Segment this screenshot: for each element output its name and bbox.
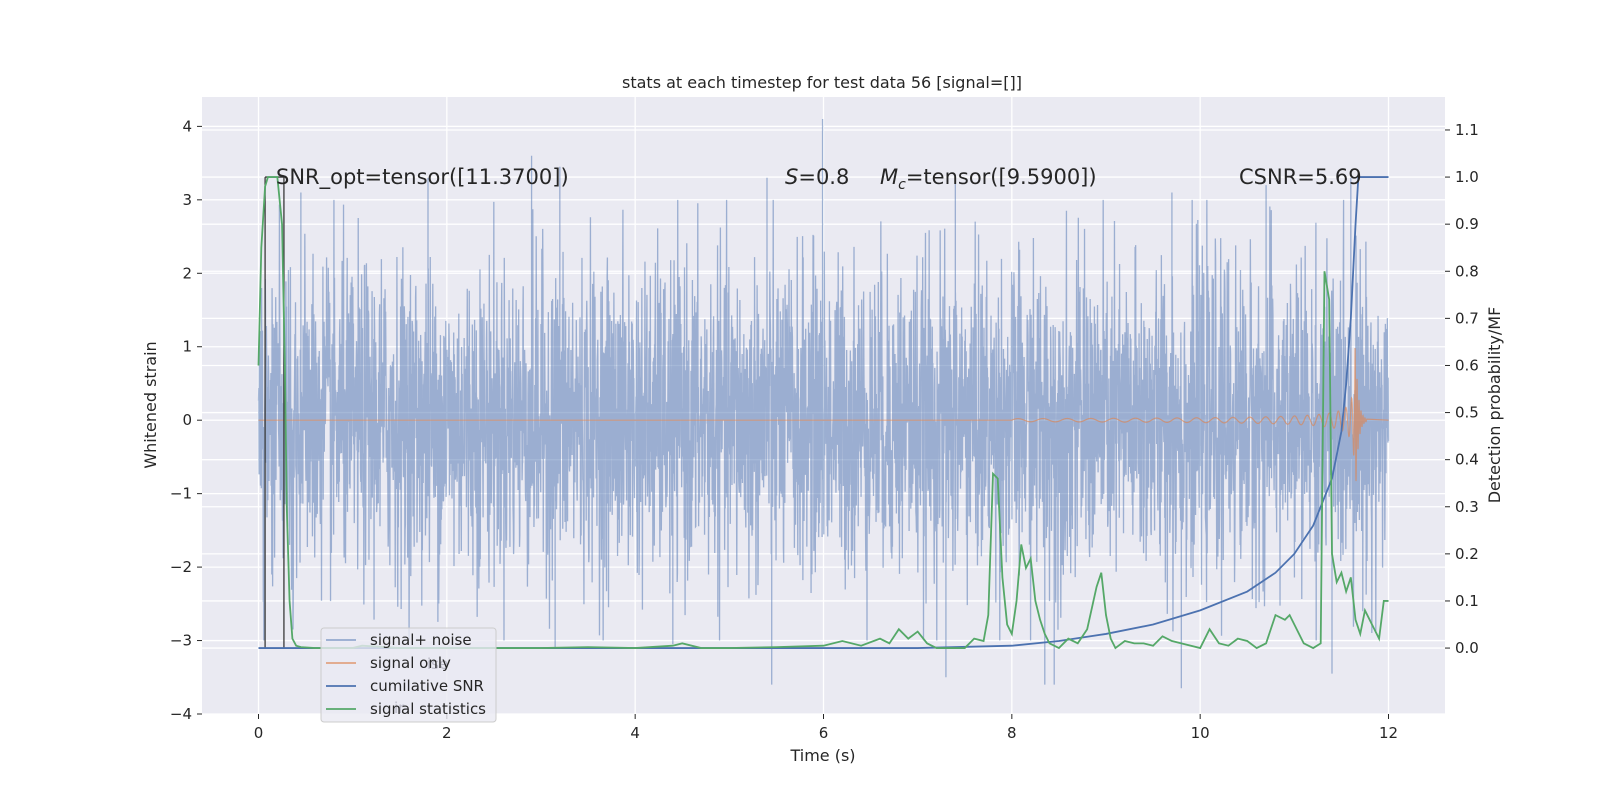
cumulative-snr-series <box>258 176 1389 649</box>
y-right-tick-label: 0.3 <box>1455 498 1479 516</box>
y-right-tick-label: 0.7 <box>1455 309 1479 327</box>
chart-title: stats at each timestep for test data 56 … <box>622 73 1022 92</box>
annotation-mc-sub: c <box>898 177 906 193</box>
y-right-tick-label: 0.8 <box>1455 262 1479 280</box>
y-left-tick-label: 4 <box>182 117 192 135</box>
x-tick-label: 2 <box>442 724 452 742</box>
y-axis-left-ticks: 4 3 2 1 0 −1 −2 −3 −4 <box>170 117 202 723</box>
annotation-csnr: CSNR=5.69 <box>1239 165 1362 189</box>
y-axis-right-label: Detection probability/MF <box>1485 307 1504 504</box>
y-right-tick-label: 0.4 <box>1455 451 1479 469</box>
annotation-s-label: S <box>785 165 798 189</box>
signal-only-line <box>258 347 1389 482</box>
y-right-tick-label: 0.1 <box>1455 592 1479 610</box>
annotation-s: S=0.8 <box>785 165 849 189</box>
x-tick-label: 12 <box>1379 724 1398 742</box>
legend-ghost-label-1: ise <box>427 655 448 673</box>
y-left-tick-label: 0 <box>182 411 192 429</box>
y-right-tick-label: 0.2 <box>1455 545 1479 563</box>
y-axis-right-ticks: 1.1 1.0 0.9 0.8 0.7 0.6 0.5 0.4 0.3 0.2 0.1 0.0 <box>1445 121 1479 657</box>
y-right-tick-label: 0.5 <box>1455 404 1479 422</box>
x-tick-label: 8 <box>1007 724 1017 742</box>
x-tick-label: 10 <box>1191 724 1210 742</box>
x-axis-ticks: 0 2 4 6 8 10 12 <box>254 714 1398 742</box>
y-left-tick-label: 3 <box>182 191 192 209</box>
x-tick-label: 4 <box>630 724 640 742</box>
annotation-mc: Mc=tensor([9.5900]) <box>880 165 1097 193</box>
y-left-tick-label: −4 <box>170 705 192 723</box>
annotation-mc-label: M <box>880 165 898 189</box>
legend: ise ir signal+ noise signal only cumilat… <box>320 627 497 723</box>
annotation-s-value: =0.8 <box>798 165 849 189</box>
y-right-tick-label: 0.6 <box>1455 356 1479 374</box>
y-left-tick-label: 2 <box>182 264 192 282</box>
signal-only-series <box>258 347 1389 482</box>
legend-label-signal-only: signal only <box>370 654 451 672</box>
y-right-tick-label: 0.9 <box>1455 215 1479 233</box>
y-left-tick-label: −1 <box>170 485 192 503</box>
y-right-tick-label: 0.0 <box>1455 639 1479 657</box>
y-left-tick-label: −3 <box>170 632 192 650</box>
legend-frame <box>320 627 497 723</box>
y-left-tick-label: 1 <box>182 338 192 356</box>
y-right-tick-label: 1.0 <box>1455 168 1479 186</box>
legend-label-cumulative-snr: cumilative SNR <box>370 677 484 695</box>
y-axis-left-label: Whitened strain <box>141 341 160 468</box>
x-axis-label: Time (s) <box>789 746 855 765</box>
legend-label-signal-statistics: signal statistics <box>370 700 486 718</box>
annotation-mc-value: =tensor([9.5900]) <box>906 165 1097 189</box>
annotation-snr-opt: SNR_opt=tensor([11.3700]) <box>276 165 569 190</box>
cumulative-snr-line <box>258 176 1389 649</box>
y-right-tick-label: 1.1 <box>1455 121 1479 139</box>
legend-label-signal-noise: signal+ noise <box>370 631 472 649</box>
x-tick-label: 6 <box>819 724 829 742</box>
y-left-tick-label: −2 <box>170 558 192 576</box>
legend-ghost-label-2: ir <box>394 699 405 717</box>
x-tick-label: 0 <box>254 724 264 742</box>
